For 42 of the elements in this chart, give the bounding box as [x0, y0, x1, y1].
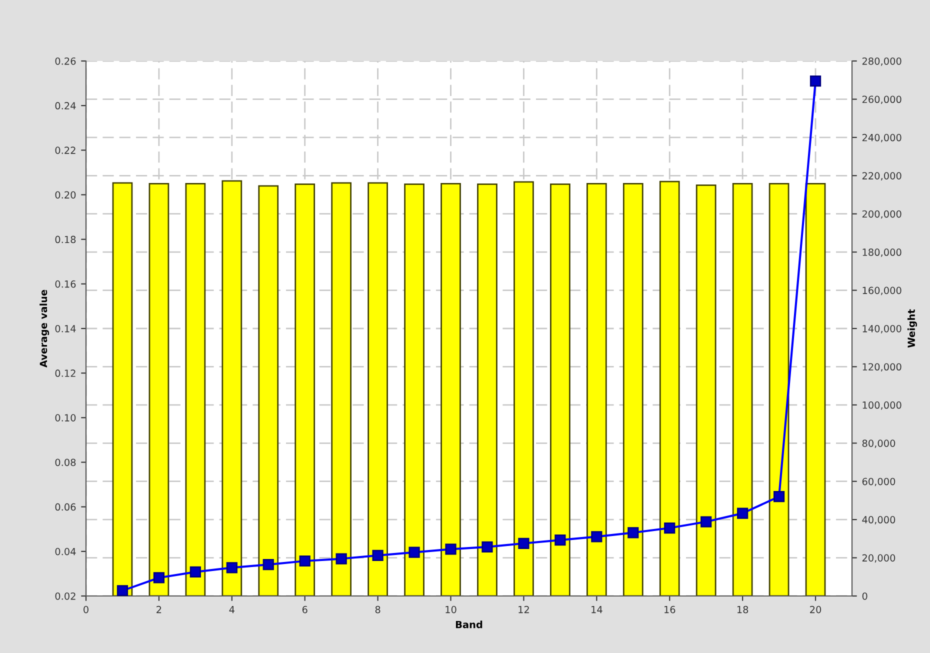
y2-tick-label: 0 — [862, 592, 868, 600]
y-tick-label: 0.02 — [55, 592, 76, 600]
y2-tick-label: 220,000 — [862, 172, 902, 180]
x-tick-label: 20 — [810, 606, 822, 614]
y2-tick-label: 100,000 — [862, 401, 902, 410]
y-tick-label: 0.20 — [55, 191, 76, 199]
y2-tick-label: 80,000 — [862, 440, 896, 448]
y-tick-label: 0.08 — [55, 458, 76, 466]
x-axis-title: Band — [456, 620, 482, 628]
x-tick-label: 2 — [156, 606, 162, 614]
y-axis-title: Average value — [40, 290, 50, 368]
x-tick-label: 0 — [84, 606, 88, 614]
x-tick-label: 10 — [446, 606, 456, 614]
y2-tick-label: 40,000 — [862, 516, 896, 524]
y2-tick-label: 120,000 — [862, 363, 902, 372]
x-tick-label: 14 — [592, 606, 602, 614]
y-tick-label: 0.06 — [55, 503, 76, 511]
y-tick-label: 0.24 — [55, 102, 76, 110]
y2-tick-label: 260,000 — [862, 96, 902, 104]
y2-tick-label: 280,000 — [862, 57, 902, 66]
y2-tick-label: 180,000 — [862, 248, 902, 257]
y2-axis-title: Weight — [907, 309, 917, 348]
y2-tick-label: 20,000 — [862, 554, 896, 563]
y2-tick-label: 240,000 — [862, 134, 902, 142]
x-tick-label: 8 — [375, 606, 380, 614]
y2-tick-label: 140,000 — [862, 324, 902, 334]
y2-tick-label: 160,000 — [862, 286, 902, 296]
y-tick-label: 0.22 — [55, 146, 76, 154]
y-tick-label: 0.04 — [55, 548, 76, 556]
x-tick-label: 16 — [664, 606, 676, 614]
y2-tick-label: 60,000 — [862, 478, 896, 486]
y-tick-label: 0.16 — [55, 280, 76, 288]
y-tick-label: 0.12 — [55, 370, 76, 377]
y-tick-label: 0.10 — [55, 414, 76, 422]
y-tick-label: 0.26 — [55, 57, 76, 65]
y-tick-label: 0.14 — [55, 324, 76, 332]
x-tick-label: 6 — [302, 606, 308, 614]
x-tick-label: 18 — [737, 606, 748, 614]
x-tick-label: 12 — [518, 606, 529, 614]
y-tick-label: 0.18 — [55, 236, 76, 244]
x-tick-label: 4 — [229, 606, 234, 614]
y2-tick-label: 200,000 — [862, 210, 902, 219]
